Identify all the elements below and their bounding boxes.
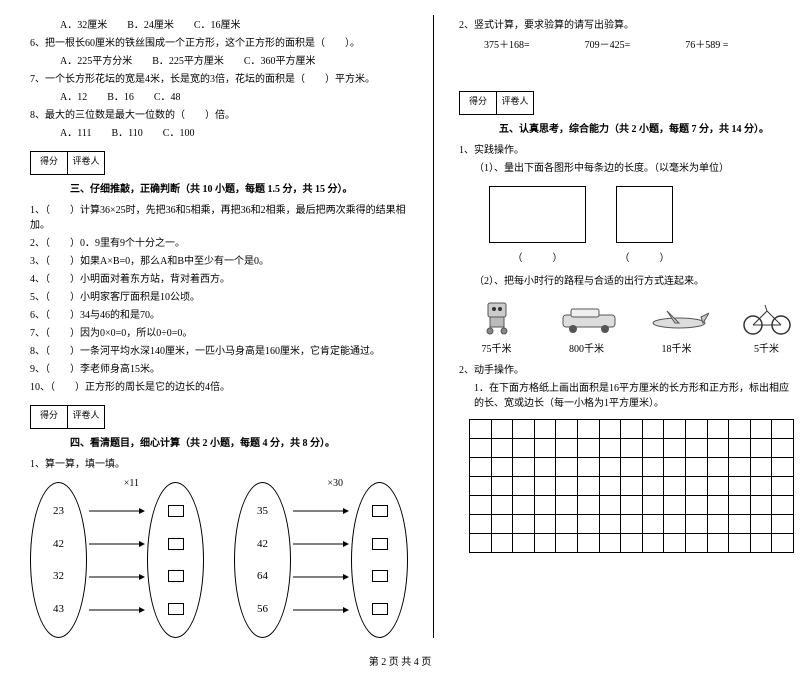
judge-10: 10、（ ）正方形的周长是它的边长的4倍。 <box>30 380 408 395</box>
n: 32 <box>53 570 64 582</box>
oval-left-1: 23 42 32 43 <box>30 482 87 638</box>
marker-cell: 评卷人 <box>67 405 105 429</box>
judge-9: 9、（ ）李老师身高15米。 <box>30 362 408 377</box>
score-box-4: 得分 评卷人 <box>30 405 408 429</box>
n: 43 <box>53 603 64 615</box>
q7: 7、一个长方形花坛的宽是4米，长是宽的3倍，花坛的面积是（ ）平方米。 <box>30 72 408 87</box>
vc1: 375＋168= <box>484 36 530 51</box>
blank-box <box>168 538 184 550</box>
right-column: 2、竖式计算，要求验算的请写出验算。 375＋168= 709－425= 76＋… <box>459 15 794 638</box>
grid-paper <box>469 419 794 553</box>
vcalc-title: 2、竖式计算，要求验算的请写出验算。 <box>459 18 794 33</box>
oval-right-1 <box>147 482 204 638</box>
judge-2: 2、（ ）0．9里有9个十分之一。 <box>30 236 408 251</box>
airplane-icon <box>649 307 704 335</box>
diagram-1: 23 42 32 43 ×11 <box>30 482 204 638</box>
mapping-diagrams: 23 42 32 43 ×11 <box>30 482 408 638</box>
vc2: 709－425= <box>585 36 631 51</box>
arrows-1: ×11 <box>87 482 147 638</box>
measure-shapes: （ ） （ ） <box>489 186 794 264</box>
calc-1: 1、算一算，填一填。 <box>30 457 408 472</box>
blank-box <box>168 570 184 582</box>
judge-1: 1、（ ）计算36×25时，先把36和5相乘，再把36和2相乘，最后把两次乘得的… <box>30 203 408 233</box>
q5-options: A．32厘米 B．24厘米 C．16厘米 <box>60 18 408 33</box>
rectangle-shape <box>489 186 586 243</box>
blank-box <box>372 570 388 582</box>
blank-box <box>168 505 184 517</box>
shape-2-wrap: （ ） <box>616 186 673 264</box>
q6-options: A．225平方分米 B．225平方厘米 C．360平方厘米 <box>60 54 408 69</box>
vcalc-row: 375＋168= 709－425= 76＋589 = <box>484 36 794 51</box>
car-icon <box>559 305 614 335</box>
distance-labels: 75千米 800千米 18千米 5千米 <box>469 340 794 355</box>
judge-7: 7、（ ）因为0×0=0，所以0÷0=0。 <box>30 326 408 341</box>
transport-icons <box>469 299 794 335</box>
score-cell: 得分 <box>30 405 67 429</box>
score-cell: 得分 <box>30 151 67 175</box>
vc3: 76＋589 = <box>685 36 728 51</box>
practice-1a: （1）、量出下面各图形中每条边的长度。（以毫米为单位） <box>474 161 794 176</box>
paren-2: （ ） <box>616 249 673 264</box>
n: 56 <box>257 603 268 615</box>
q8: 8、最大的三位数是最大一位数的（ ）倍。 <box>30 108 408 123</box>
judge-6: 6、（ ）34与46的和是70。 <box>30 308 408 323</box>
marker-cell: 评卷人 <box>496 91 534 115</box>
practice-2a: 1．在下面方格纸上画出面积是16平方厘米的长方形和正方形，标出相应的长、宽或边长… <box>474 381 794 411</box>
marker-cell: 评卷人 <box>67 151 105 175</box>
n: 42 <box>257 538 268 550</box>
lab-2: 800千米 <box>559 340 614 355</box>
section-4-title: 四、看清题目，细心计算（共 2 小题，每题 4 分，共 8 分）。 <box>70 434 408 449</box>
diagram-2: 35 42 64 56 ×30 <box>234 482 408 638</box>
q6: 6、把一根长60厘米的铁丝围成一个正方形，这个正方形的面积是（ ）。 <box>30 36 408 51</box>
blank-box <box>372 505 388 517</box>
oval-right-2 <box>351 482 408 638</box>
judge-5: 5、（ ）小明家客厅面积是10公顷。 <box>30 290 408 305</box>
n: 42 <box>53 538 64 550</box>
score-cell: 得分 <box>459 91 496 115</box>
left-column: A．32厘米 B．24厘米 C．16厘米 6、把一根长60厘米的铁丝围成一个正方… <box>30 15 408 638</box>
oval-left-2: 35 42 64 56 <box>234 482 291 638</box>
n: 23 <box>53 505 64 517</box>
mult-label: ×30 <box>327 478 343 489</box>
n: 35 <box>257 505 268 517</box>
practice-2: 2、动手操作。 <box>459 363 794 378</box>
column-separator <box>433 15 434 638</box>
n: 64 <box>257 570 268 582</box>
page-footer: 第 2 页 共 4 页 <box>30 653 770 668</box>
lab-4: 5千米 <box>739 340 794 355</box>
judge-4: 4、（ ）小明面对着东方站，背对着西方。 <box>30 272 408 287</box>
lab-1: 75千米 <box>469 340 524 355</box>
lab-3: 18千米 <box>649 340 704 355</box>
section-3-title: 三、仔细推敲，正确判断（共 10 小题，每题 1.5 分，共 15 分）。 <box>70 180 408 195</box>
robot-icon <box>469 299 524 335</box>
q8-options: A．111 B．110 C．100 <box>60 126 408 141</box>
bicycle-icon <box>739 301 794 335</box>
q7-options: A．12 B．16 C．48 <box>60 90 408 105</box>
judge-8: 8、（ ）一条河平均水深140厘米，一匹小马身高是160厘米，它肯定能通过。 <box>30 344 408 359</box>
shape-1-wrap: （ ） <box>489 186 586 264</box>
practice-1b: （2）、把每小时行的路程与合适的出行方式连起来。 <box>474 274 794 289</box>
square-shape <box>616 186 673 243</box>
mult-label: ×11 <box>124 478 139 489</box>
arrows-2: ×30 <box>291 482 351 638</box>
judge-3: 3、（ ）如果A×B=0，那么A和B中至少有一个是0。 <box>30 254 408 269</box>
blank-box <box>372 603 388 615</box>
practice-1: 1、实践操作。 <box>459 143 794 158</box>
section-5-title: 五、认真思考，综合能力（共 2 小题，每题 7 分，共 14 分）。 <box>499 120 794 135</box>
score-box-5: 得分 评卷人 <box>459 91 794 115</box>
blank-box <box>372 538 388 550</box>
score-box-3: 得分 评卷人 <box>30 151 408 175</box>
paren-1: （ ） <box>489 249 586 264</box>
blank-box <box>168 603 184 615</box>
